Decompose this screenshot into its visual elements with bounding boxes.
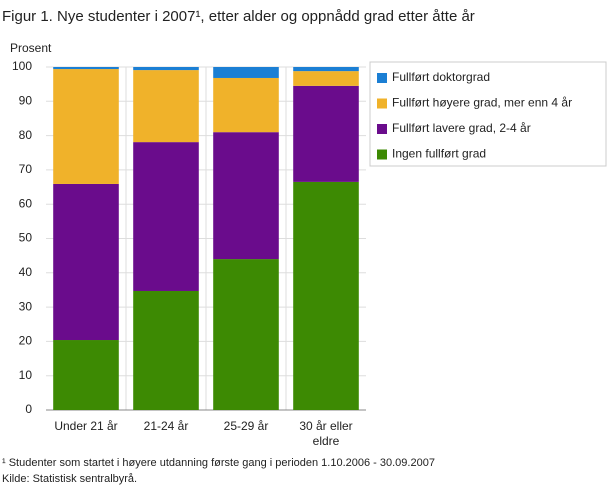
- x-tick-label: 30 år eller eldre: [299, 419, 353, 448]
- legend-label: Fullført doktorgrad: [392, 70, 490, 84]
- y-tick-label: 90: [19, 93, 33, 107]
- bar-segment: [53, 340, 119, 410]
- bar-segment: [293, 181, 359, 410]
- x-tick-label: Under 21 år: [54, 419, 118, 433]
- x-tick-label: 21-24 år: [143, 419, 189, 433]
- legend-swatch: [377, 73, 387, 83]
- y-tick-label: 100: [12, 59, 32, 73]
- bar-segment: [293, 85, 359, 182]
- y-tick-label: 70: [19, 162, 33, 176]
- bar-segment: [293, 71, 359, 86]
- y-tick-label: 50: [19, 231, 33, 245]
- bar-segment: [213, 259, 279, 410]
- legend-label: Fullført lavere grad, 2-4 år: [392, 121, 531, 135]
- legend-label: Fullført høyere grad, mer enn 4 år: [392, 96, 572, 110]
- y-tick-label: 0: [25, 402, 32, 416]
- footnote: ¹ Studenter som startet i høyere utdanni…: [2, 457, 435, 469]
- bar-segment: [213, 77, 279, 133]
- x-tick-label: 25-29 år: [223, 419, 269, 433]
- y-tick-label: 40: [19, 265, 33, 279]
- bar-segment: [213, 132, 279, 260]
- bar-segment: [133, 290, 199, 410]
- legend-box: [369, 61, 607, 167]
- bar-segment: [213, 67, 279, 78]
- bar-segment: [53, 69, 119, 184]
- y-tick-label: 60: [19, 196, 33, 210]
- y-tick-label: 20: [19, 334, 33, 348]
- y-tick-label: 80: [19, 128, 33, 142]
- bar-segment: [133, 70, 199, 143]
- y-tick-label: 10: [19, 368, 33, 382]
- bar-segment: [53, 67, 119, 70]
- bar-segment: [133, 142, 199, 291]
- y-axis-label: Prosent: [10, 41, 52, 55]
- legend-label: Ingen fullført grad: [392, 147, 486, 161]
- bar-segment: [53, 183, 119, 341]
- legend-swatch: [377, 124, 387, 134]
- y-tick-label: 30: [19, 299, 33, 313]
- chart-title: Figur 1. Nye studenter i 2007¹, etter al…: [2, 8, 475, 25]
- legend-swatch: [377, 149, 387, 160]
- bar-segment: [133, 67, 199, 71]
- legend-swatch: [377, 98, 387, 109]
- footnote: Kilde: Statistisk sentralbyrå.: [2, 473, 138, 485]
- bar-segment: [293, 67, 359, 72]
